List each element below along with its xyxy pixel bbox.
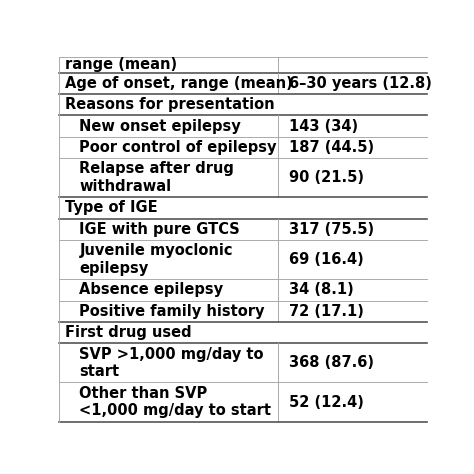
- Text: Other than SVP: Other than SVP: [80, 386, 208, 401]
- Text: Relapse after drug: Relapse after drug: [80, 162, 234, 176]
- Text: SVP >1,000 mg/day to: SVP >1,000 mg/day to: [80, 346, 264, 362]
- Text: New onset epilepsy: New onset epilepsy: [80, 118, 241, 134]
- Text: Reasons for presentation: Reasons for presentation: [65, 97, 274, 112]
- Text: First drug used: First drug used: [65, 325, 191, 340]
- Text: IGE with pure GTCS: IGE with pure GTCS: [80, 222, 240, 237]
- Text: Juvenile myoclonic: Juvenile myoclonic: [80, 244, 233, 258]
- Text: epilepsy: epilepsy: [80, 261, 149, 276]
- Text: withdrawal: withdrawal: [80, 179, 172, 194]
- Text: Poor control of epilepsy: Poor control of epilepsy: [80, 140, 277, 155]
- Text: Positive family history: Positive family history: [80, 304, 265, 319]
- Text: Absence epilepsy: Absence epilepsy: [80, 283, 224, 297]
- Text: Type of IGE: Type of IGE: [65, 201, 157, 216]
- Text: 187 (44.5): 187 (44.5): [289, 140, 374, 155]
- Text: 52 (12.4): 52 (12.4): [289, 395, 364, 410]
- Text: 368 (87.6): 368 (87.6): [289, 356, 374, 370]
- Text: range (mean): range (mean): [65, 57, 177, 73]
- Text: 143 (34): 143 (34): [289, 118, 358, 134]
- Text: <1,000 mg/day to start: <1,000 mg/day to start: [80, 403, 272, 419]
- Text: 6–30 years (12.8): 6–30 years (12.8): [289, 76, 432, 91]
- Text: 34 (8.1): 34 (8.1): [289, 283, 354, 297]
- Text: start: start: [80, 364, 119, 379]
- Text: 69 (16.4): 69 (16.4): [289, 252, 364, 267]
- Text: 90 (21.5): 90 (21.5): [289, 170, 364, 185]
- Text: 317 (75.5): 317 (75.5): [289, 222, 374, 237]
- Text: 72 (17.1): 72 (17.1): [289, 304, 364, 319]
- Text: Age of onset, range (mean): Age of onset, range (mean): [65, 76, 292, 91]
